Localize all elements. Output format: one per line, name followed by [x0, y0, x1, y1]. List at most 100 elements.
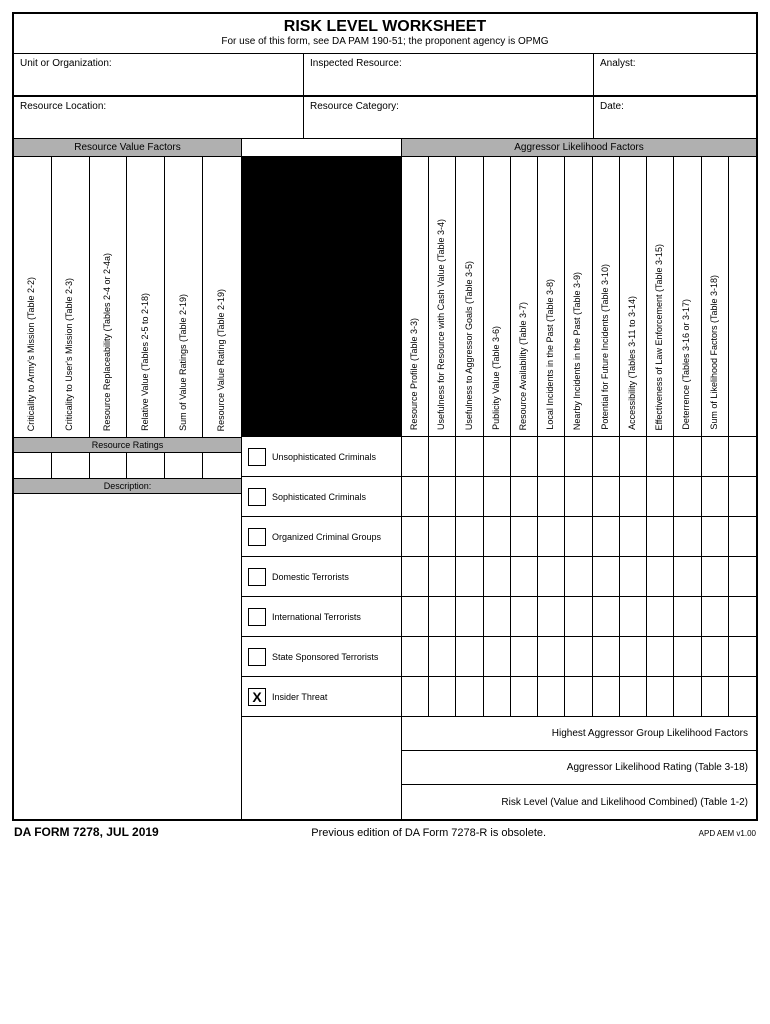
grid-cell[interactable] — [565, 437, 592, 476]
grid-cell[interactable] — [729, 677, 756, 716]
aggressor-checkbox[interactable] — [248, 648, 266, 666]
grid-cell[interactable] — [620, 437, 647, 476]
grid-cell[interactable] — [674, 437, 701, 476]
grid-cell[interactable] — [484, 437, 511, 476]
grid-cell[interactable] — [429, 637, 456, 676]
grid-cell[interactable] — [538, 477, 565, 516]
grid-cell[interactable] — [511, 477, 538, 516]
inspected-cell[interactable]: Inspected Resource: — [304, 54, 594, 96]
grid-cell[interactable] — [620, 597, 647, 636]
grid-cell[interactable] — [647, 477, 674, 516]
aggressor-checkbox[interactable] — [248, 568, 266, 586]
rating-cell[interactable] — [90, 453, 128, 478]
aggressor-checkbox[interactable]: X — [248, 688, 266, 706]
grid-cell[interactable] — [674, 597, 701, 636]
grid-cell[interactable] — [456, 677, 483, 716]
grid-cell[interactable] — [729, 597, 756, 636]
rating-cell[interactable] — [52, 453, 90, 478]
grid-cell[interactable] — [538, 597, 565, 636]
grid-cell[interactable] — [402, 597, 429, 636]
aggressor-checkbox[interactable] — [248, 608, 266, 626]
grid-cell[interactable] — [456, 517, 483, 556]
grid-cell[interactable] — [729, 437, 756, 476]
grid-cell[interactable] — [620, 557, 647, 596]
grid-cell[interactable] — [729, 517, 756, 556]
grid-cell[interactable] — [702, 517, 729, 556]
grid-cell[interactable] — [429, 597, 456, 636]
rating-cell[interactable] — [165, 453, 203, 478]
grid-cell[interactable] — [647, 437, 674, 476]
grid-cell[interactable] — [702, 477, 729, 516]
grid-cell[interactable] — [402, 637, 429, 676]
grid-cell[interactable] — [511, 597, 538, 636]
grid-cell[interactable] — [565, 477, 592, 516]
grid-cell[interactable] — [674, 677, 701, 716]
grid-cell[interactable] — [593, 597, 620, 636]
grid-cell[interactable] — [702, 597, 729, 636]
grid-cell[interactable] — [511, 437, 538, 476]
grid-cell[interactable] — [729, 477, 756, 516]
grid-cell[interactable] — [511, 677, 538, 716]
grid-cell[interactable] — [593, 557, 620, 596]
grid-cell[interactable] — [565, 517, 592, 556]
grid-cell[interactable] — [565, 557, 592, 596]
grid-cell[interactable] — [402, 517, 429, 556]
grid-cell[interactable] — [402, 437, 429, 476]
grid-cell[interactable] — [484, 677, 511, 716]
aggressor-checkbox[interactable] — [248, 528, 266, 546]
grid-cell[interactable] — [565, 677, 592, 716]
grid-cell[interactable] — [647, 677, 674, 716]
grid-cell[interactable] — [456, 637, 483, 676]
aggressor-checkbox[interactable] — [248, 488, 266, 506]
grid-cell[interactable] — [538, 637, 565, 676]
grid-cell[interactable] — [565, 637, 592, 676]
analyst-cell[interactable]: Analyst: — [594, 54, 756, 96]
grid-cell[interactable] — [647, 517, 674, 556]
date-cell[interactable]: Date: — [594, 97, 756, 139]
grid-cell[interactable] — [620, 637, 647, 676]
aggressor-checkbox[interactable] — [248, 448, 266, 466]
unit-cell[interactable]: Unit or Organization: — [14, 54, 304, 96]
rating-cell[interactable] — [203, 453, 241, 478]
grid-cell[interactable] — [702, 677, 729, 716]
grid-cell[interactable] — [593, 637, 620, 676]
grid-cell[interactable] — [429, 477, 456, 516]
grid-cell[interactable] — [511, 557, 538, 596]
rating-cell[interactable] — [14, 453, 52, 478]
grid-cell[interactable] — [538, 517, 565, 556]
grid-cell[interactable] — [729, 557, 756, 596]
grid-cell[interactable] — [402, 477, 429, 516]
grid-cell[interactable] — [647, 637, 674, 676]
grid-cell[interactable] — [593, 517, 620, 556]
grid-cell[interactable] — [593, 477, 620, 516]
grid-cell[interactable] — [511, 637, 538, 676]
grid-cell[interactable] — [484, 597, 511, 636]
grid-cell[interactable] — [538, 437, 565, 476]
grid-cell[interactable] — [729, 637, 756, 676]
grid-cell[interactable] — [620, 517, 647, 556]
grid-cell[interactable] — [647, 557, 674, 596]
grid-cell[interactable] — [620, 477, 647, 516]
grid-cell[interactable] — [538, 677, 565, 716]
grid-cell[interactable] — [429, 437, 456, 476]
grid-cell[interactable] — [429, 517, 456, 556]
grid-cell[interactable] — [538, 557, 565, 596]
grid-cell[interactable] — [593, 677, 620, 716]
grid-cell[interactable] — [702, 437, 729, 476]
grid-cell[interactable] — [674, 477, 701, 516]
location-cell[interactable]: Resource Location: — [14, 97, 304, 139]
grid-cell[interactable] — [702, 637, 729, 676]
grid-cell[interactable] — [402, 677, 429, 716]
category-cell[interactable]: Resource Category: — [304, 97, 594, 139]
grid-cell[interactable] — [647, 597, 674, 636]
grid-cell[interactable] — [402, 557, 429, 596]
description-body[interactable] — [14, 494, 241, 774]
grid-cell[interactable] — [620, 677, 647, 716]
grid-cell[interactable] — [456, 597, 483, 636]
grid-cell[interactable] — [484, 517, 511, 556]
grid-cell[interactable] — [674, 637, 701, 676]
grid-cell[interactable] — [484, 477, 511, 516]
grid-cell[interactable] — [674, 557, 701, 596]
grid-cell[interactable] — [429, 677, 456, 716]
grid-cell[interactable] — [674, 517, 701, 556]
